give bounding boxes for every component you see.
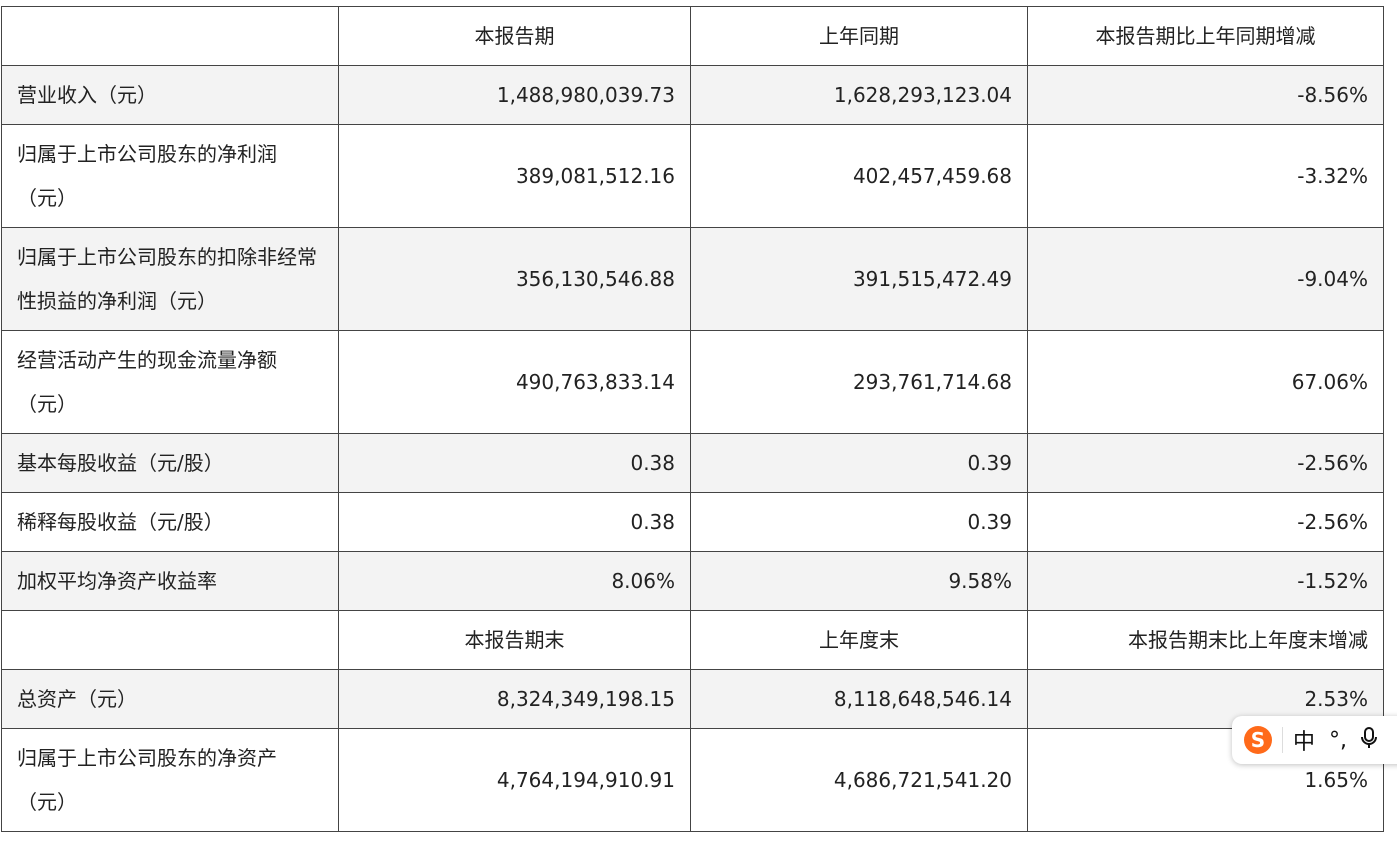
row-label: 营业收入（元） [1, 65, 339, 125]
previous-value: 0.39 [690, 433, 1028, 493]
previous-value: 9.58% [690, 551, 1028, 611]
header-cell-empty [1, 6, 339, 66]
table-header-row: 本报告期 上年同期 本报告期比上年同期增减 [1, 6, 1384, 66]
previous-value: 402,457,459.68 [690, 124, 1028, 228]
microphone-icon[interactable] [1359, 726, 1379, 754]
row-label: 归属于上市公司股东的净资产（元） [1, 728, 339, 832]
previous-value: 8,118,648,546.14 [690, 669, 1028, 729]
current-value: 389,081,512.16 [338, 124, 691, 228]
table-row: 基本每股收益（元/股） 0.38 0.39 -2.56% [1, 433, 1384, 493]
table-row: 加权平均净资产收益率 8.06% 9.58% -1.52% [1, 551, 1384, 611]
change-value: -3.32% [1027, 124, 1384, 228]
row-label: 稀释每股收益（元/股） [1, 492, 339, 552]
table-row: 总资产（元） 8,324,349,198.15 8,118,648,546.14… [1, 669, 1384, 729]
punctuation-mode-toggle[interactable]: °, [1329, 727, 1348, 753]
header-change: 本报告期比上年同期增减 [1027, 6, 1384, 66]
current-value: 490,763,833.14 [338, 330, 691, 434]
header-prior-year-end: 上年度末 [690, 610, 1028, 670]
financial-data-table: 本报告期 上年同期 本报告期比上年同期增减 营业收入（元） 1,488,980,… [1, 6, 1384, 832]
current-value: 0.38 [338, 433, 691, 493]
toolbar-divider [1282, 727, 1283, 753]
table-row: 归属于上市公司股东的净利润（元） 389,081,512.16 402,457,… [1, 124, 1384, 228]
change-value: -8.56% [1027, 65, 1384, 125]
header-previous-period: 上年同期 [690, 6, 1028, 66]
table-row: 归属于上市公司股东的扣除非经常性损益的净利润（元） 356,130,546.88… [1, 227, 1384, 331]
row-label: 归属于上市公司股东的扣除非经常性损益的净利润（元） [1, 227, 339, 331]
change-value: -9.04% [1027, 227, 1384, 331]
language-mode-toggle[interactable]: 中 [1293, 730, 1316, 755]
change-value: -2.56% [1027, 433, 1384, 493]
table-row: 稀释每股收益（元/股） 0.38 0.39 -2.56% [1, 492, 1384, 552]
previous-value: 1,628,293,123.04 [690, 65, 1028, 125]
table-row: 营业收入（元） 1,488,980,039.73 1,628,293,123.0… [1, 65, 1384, 125]
previous-value: 293,761,714.68 [690, 330, 1028, 434]
row-label: 加权平均净资产收益率 [1, 551, 339, 611]
table-subheader-row: 本报告期末 上年度末 本报告期末比上年度末增减 [1, 610, 1384, 670]
current-value: 8,324,349,198.15 [338, 669, 691, 729]
current-value: 0.38 [338, 492, 691, 552]
header-current-period: 本报告期 [338, 6, 691, 66]
header-cell-empty [1, 610, 339, 670]
change-value: 2.53% [1027, 669, 1384, 729]
previous-value: 0.39 [690, 492, 1028, 552]
current-value: 8.06% [338, 551, 691, 611]
row-label: 总资产（元） [1, 669, 339, 729]
previous-value: 4,686,721,541.20 [690, 728, 1028, 832]
current-value: 4,764,194,910.91 [338, 728, 691, 832]
table-row: 归属于上市公司股东的净资产（元） 4,764,194,910.91 4,686,… [1, 728, 1384, 832]
table-row: 经营活动产生的现金流量净额（元） 490,763,833.14 293,761,… [1, 330, 1384, 434]
header-change-since-year-end: 本报告期末比上年度末增减 [1027, 610, 1384, 670]
row-label: 归属于上市公司股东的净利润（元） [1, 124, 339, 228]
row-label: 经营活动产生的现金流量净额（元） [1, 330, 339, 434]
change-value: 67.06% [1027, 330, 1384, 434]
ime-toolbar[interactable]: S 中 °, [1232, 716, 1397, 764]
previous-value: 391,515,472.49 [690, 227, 1028, 331]
current-value: 356,130,546.88 [338, 227, 691, 331]
header-period-end: 本报告期末 [338, 610, 691, 670]
change-value: -2.56% [1027, 492, 1384, 552]
change-value: -1.52% [1027, 551, 1384, 611]
current-value: 1,488,980,039.73 [338, 65, 691, 125]
sogou-logo-icon[interactable]: S [1244, 726, 1272, 754]
row-label: 基本每股收益（元/股） [1, 433, 339, 493]
